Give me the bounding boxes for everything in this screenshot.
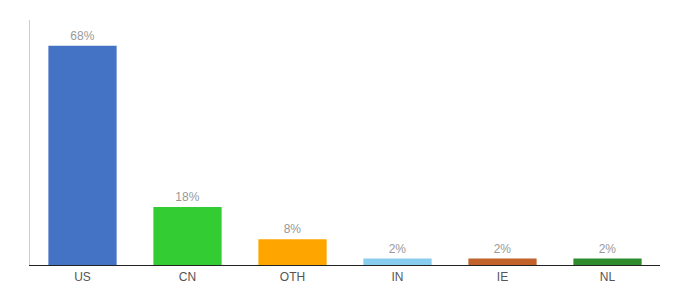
svg-text:IN: IN: [392, 270, 404, 284]
svg-text:IE: IE: [497, 270, 508, 284]
svg-text:2%: 2%: [494, 242, 512, 256]
svg-text:NL: NL: [600, 270, 616, 284]
svg-text:CN: CN: [179, 270, 196, 284]
svg-text:US: US: [74, 270, 91, 284]
svg-text:2%: 2%: [599, 242, 617, 256]
svg-text:68%: 68%: [70, 29, 94, 43]
svg-text:18%: 18%: [175, 190, 199, 204]
svg-text:2%: 2%: [389, 242, 407, 256]
svg-text:OTH: OTH: [280, 270, 305, 284]
svg-text:8%: 8%: [284, 222, 302, 236]
